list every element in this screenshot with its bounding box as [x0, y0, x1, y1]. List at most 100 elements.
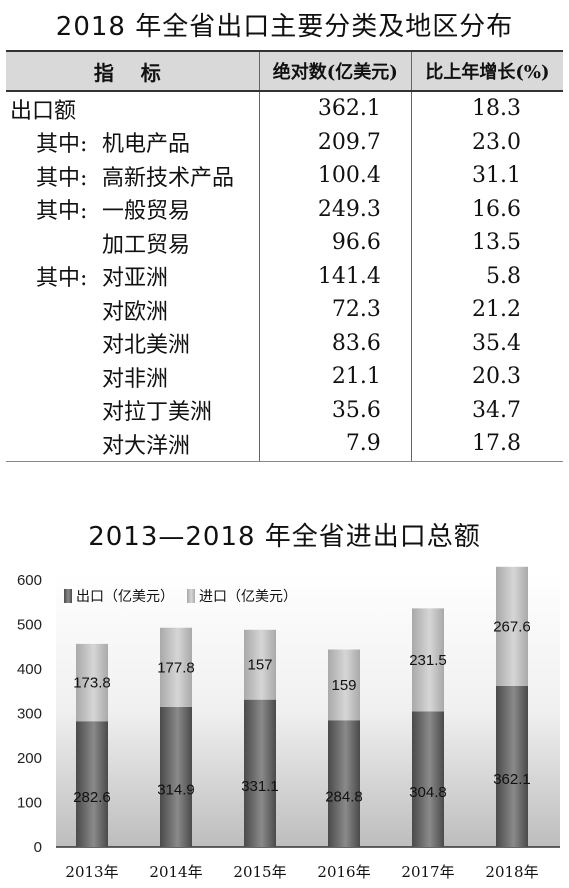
bar-export: [160, 706, 192, 847]
table-row: 其中: 高新技术产品 100.4 31.1: [6, 159, 563, 193]
table-header-row: 指 标 绝对数(亿美元) 比上年增长(%): [6, 50, 563, 92]
row-label: 对欧洲: [6, 293, 259, 327]
row-label-text: 对非洲: [102, 366, 169, 392]
row-label: 对北美洲: [6, 327, 259, 361]
data-label-import: 157: [247, 657, 272, 674]
x-tick-label: 2016年: [317, 863, 370, 881]
x-tick-label: 2018年: [485, 863, 538, 881]
data-label-export: 282.6: [73, 789, 111, 806]
stacked-bar-chart: 0 100 200 300 400 500 600 282.6 173.8 2013年 314.9 1…: [17, 566, 560, 881]
table-row: 出口额 362.1 18.3: [6, 91, 563, 126]
legend-swatch-import: [187, 589, 195, 603]
row-growth: 17.8: [410, 427, 563, 462]
data-label-export: 304.8: [409, 784, 447, 801]
table-row: 对大洋洲 7.9 17.8: [6, 427, 563, 462]
row-growth: 18.3: [410, 91, 563, 126]
bar-import: [328, 649, 360, 721]
row-value: 249.3: [258, 192, 412, 226]
row-label-text: 对拉丁美洲: [102, 400, 213, 426]
table-row: 其中: 一般贸易 249.3 16.6: [6, 192, 563, 227]
row-label: 其中: 一般贸易: [6, 193, 259, 227]
plot-background: [56, 574, 560, 847]
y-tick-label: 400: [17, 661, 42, 678]
table-row: 加工贸易 96.6 13.5: [6, 226, 563, 260]
data-label-import: 177.8: [157, 659, 195, 676]
row-prefix: 其中:: [36, 165, 88, 191]
bar-export: [76, 721, 108, 847]
row-label: 对拉丁美洲: [6, 394, 259, 428]
legend-label-import: 进口（亿美元）: [199, 589, 297, 605]
row-prefix: 其中:: [36, 132, 88, 158]
table-title: 2018 年全省出口主要分类及地区分布: [55, 12, 514, 42]
row-label: 其中: 高新技术产品: [6, 159, 259, 193]
legend-swatch-export: [64, 589, 72, 603]
row-growth: 16.6: [410, 192, 563, 226]
table-row: 对拉丁美洲 35.6 34.7: [6, 393, 563, 428]
header-growth: 比上年增长(%): [410, 50, 563, 92]
row-label-text: 机电产品: [102, 132, 191, 158]
table-row: 其中: 机电产品 209.7 23.0: [6, 125, 563, 160]
row-growth: 31.1: [410, 159, 563, 193]
x-tick-label: 2014年: [149, 863, 202, 881]
row-value: 96.6: [258, 226, 412, 260]
row-growth: 23.0: [410, 125, 563, 159]
table-row: 对欧洲 72.3 21.2: [6, 293, 563, 327]
row-growth: 34.7: [410, 393, 563, 427]
row-label-text: 加工贸易: [102, 232, 191, 258]
bar-import: [412, 608, 444, 712]
data-label-export: 362.1: [493, 771, 531, 788]
bar-import: [76, 643, 108, 722]
table-row: 对非洲 21.1 20.3: [6, 360, 563, 394]
row-label: 出口额: [6, 91, 259, 126]
row-label-text: 高新技术产品: [102, 165, 235, 191]
row-growth: 5.8: [410, 259, 563, 293]
y-tick-label: 500: [17, 617, 42, 634]
export-table: 指 标 绝对数(亿美元) 比上年增长(%) 出口额 362.1 18.3 其中: 机电产…: [6, 50, 563, 462]
row-label: 对非洲: [6, 360, 259, 394]
y-tick-label: 0: [34, 839, 42, 856]
row-label: 其中: 对亚洲: [6, 260, 259, 294]
bar-export: [244, 699, 276, 847]
x-tick-label: 2015年: [233, 863, 286, 881]
bar-import: [496, 566, 528, 686]
row-label-text: 对欧洲: [102, 299, 169, 325]
data-label-export: 331.1: [241, 778, 279, 795]
row-value: 100.4: [258, 159, 412, 193]
y-tick-label: 100: [17, 795, 42, 812]
row-label: 对大洋洲: [6, 427, 260, 462]
data-label-import: 267.6: [493, 618, 531, 635]
data-label-import: 173.8: [73, 675, 111, 692]
table-row: 对北美洲 83.6 35.4: [6, 326, 563, 361]
legend-label-export: 出口（亿美元）: [76, 589, 174, 605]
bar-export: [328, 720, 360, 847]
row-label: 加工贸易: [6, 226, 259, 260]
table-row: 其中: 对亚洲 141.4 5.8: [6, 259, 563, 294]
row-growth: 21.2: [410, 293, 563, 327]
row-label-text: 对大洋洲: [102, 433, 191, 459]
row-growth: 20.3: [410, 360, 563, 394]
row-value: 7.9: [258, 427, 412, 462]
row-prefix: 其中:: [36, 199, 88, 225]
data-label-import: 231.5: [409, 652, 447, 669]
y-tick-label: 600: [17, 572, 42, 589]
row-label-text: 对亚洲: [102, 266, 169, 292]
row-label: 其中: 机电产品: [6, 126, 259, 160]
row-label-text: 对北美洲: [102, 333, 191, 359]
row-growth: 13.5: [410, 226, 563, 260]
row-value: 72.3: [258, 293, 412, 327]
row-label-text: 一般贸易: [102, 199, 191, 225]
row-value: 209.7: [258, 125, 412, 159]
y-tick-label: 200: [17, 750, 42, 767]
bar-import: [160, 627, 192, 707]
bar-export: [412, 711, 444, 847]
x-tick-label: 2013年: [65, 863, 118, 881]
y-tick-label: 300: [17, 706, 42, 723]
header-absolute: 绝对数(亿美元): [258, 50, 412, 92]
bar-export: [496, 685, 528, 847]
row-value: 362.1: [258, 91, 412, 126]
row-label-text: 出口额: [10, 98, 77, 124]
row-value: 21.1: [258, 360, 412, 394]
data-label-export: 314.9: [157, 782, 195, 799]
row-value: 141.4: [258, 259, 412, 293]
chart-title: 2013—2018 年全省进出口总额: [88, 522, 481, 552]
